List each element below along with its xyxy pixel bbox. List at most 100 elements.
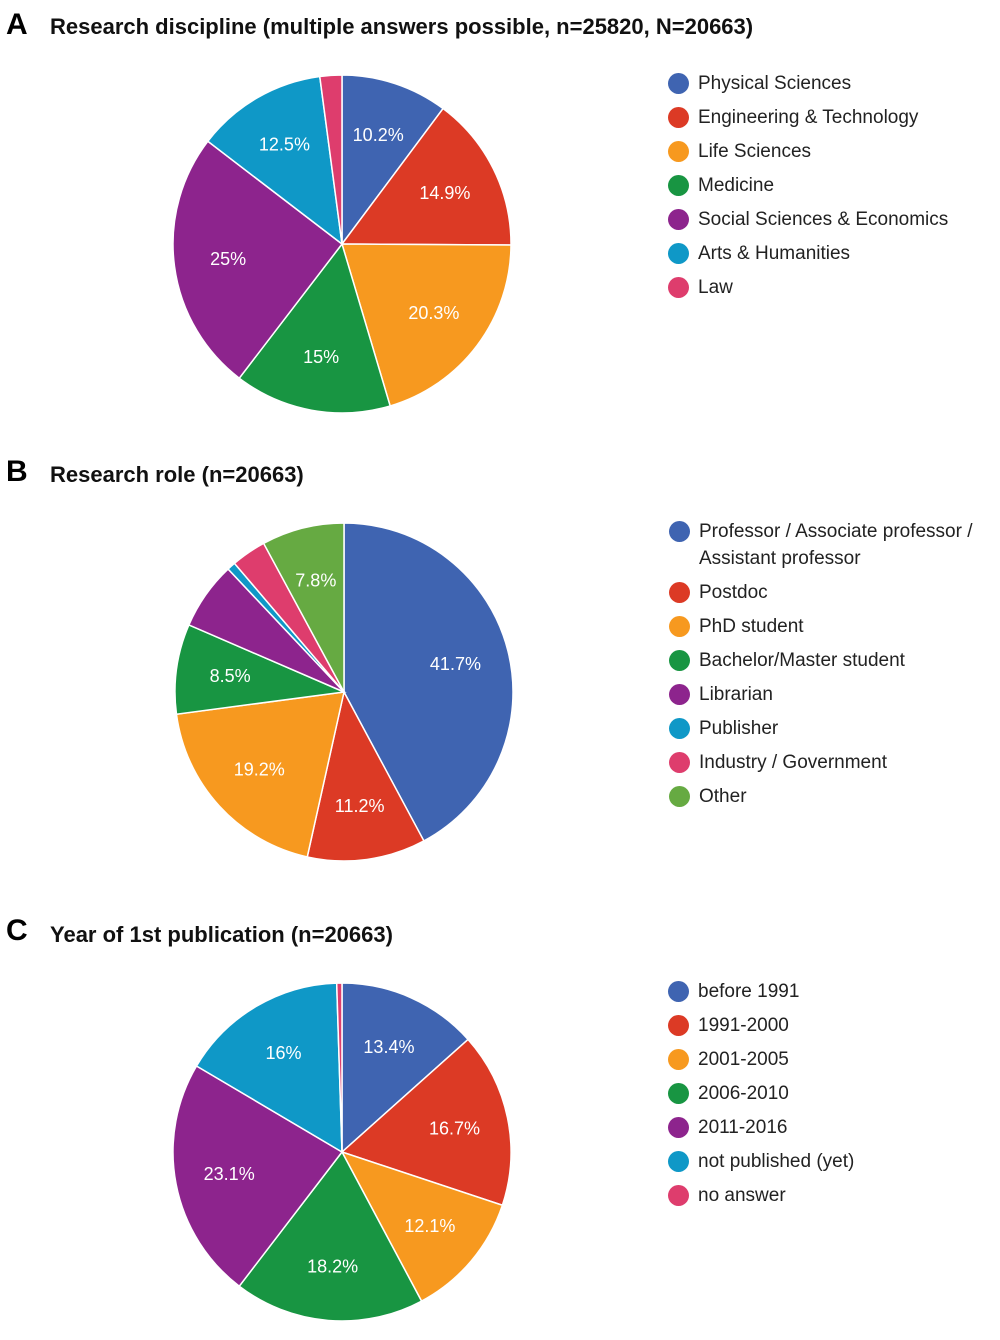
legend-label: Social Sciences & Economics (698, 209, 949, 230)
slice-label-medicine: 15% (303, 347, 339, 367)
legend-item-librarian: Librarian (669, 681, 994, 708)
slice-label-postdoc: 11.2% (335, 796, 385, 816)
slice-label-arts-humanities: 12.5% (259, 135, 310, 155)
legend-label: no answer (698, 1185, 786, 1206)
legend-swatch (669, 521, 690, 542)
slice-label-bachelor-master-student: 8.5% (210, 666, 251, 686)
legend-label: Other (699, 786, 747, 807)
slice-label-physical-sciences: 10.2% (353, 125, 404, 145)
legend-swatch (668, 1151, 689, 1172)
legend-label: Postdoc (699, 582, 768, 603)
legend-research-discipline: Physical Sciences Engineering & Technolog… (668, 70, 988, 308)
legend-swatch (669, 616, 690, 637)
slice-label-engineering-technology: 14.9% (419, 183, 470, 203)
legend-item-social-sciences-economics: Social Sciences & Economics (668, 206, 988, 233)
legend-swatch (669, 786, 690, 807)
legend-label: before 1991 (698, 981, 800, 1002)
pie-slice-law (318, 74, 343, 245)
legend-label: Publisher (699, 718, 779, 739)
legend-label: Law (698, 277, 733, 298)
legend-item-phd-student: PhD student (669, 613, 994, 640)
chart-title-b: Research role (n=20663) (50, 462, 304, 487)
legend-item-not-published-yet: not published (yet) (668, 1148, 988, 1175)
legend-label: Arts & Humanities (698, 243, 851, 264)
pie-slice-social-sciences-economics (172, 140, 344, 380)
chart-title-a: Research discipline (multiple answers po… (50, 14, 754, 39)
pie-slice-phd-student (175, 691, 345, 858)
legend-item-law: Law (668, 274, 988, 301)
legend-label: Professor / Associate professor / Assist… (699, 521, 973, 569)
legend-label: Bachelor/Master student (699, 650, 905, 671)
pie-slice-medicine (238, 242, 392, 414)
legend-item-professor-associate-professor-assistant-professor: Professor / Associate professor / Assist… (669, 518, 994, 572)
pie-slice-other (262, 522, 345, 693)
legend-label: 1991-2000 (698, 1015, 789, 1036)
slice-label-2006-2010: 18.2% (307, 1257, 358, 1277)
legend-item-arts-humanities: Arts & Humanities (668, 240, 988, 267)
slice-label-2001-2005: 12.1% (404, 1216, 455, 1236)
legend-item-2006-2010: 2006-2010 (668, 1080, 988, 1107)
slice-label-not-published-yet: 16% (265, 1043, 301, 1063)
legend-swatch (668, 73, 689, 94)
legend-item-other: Other (669, 783, 994, 810)
legend-item-medicine: Medicine (668, 172, 988, 199)
legend-swatch (668, 1015, 689, 1036)
panel-letter-a: A (6, 8, 28, 41)
legend-swatch (669, 718, 690, 739)
slice-label-life-sciences: 20.3% (408, 303, 459, 323)
legend-swatch (668, 141, 689, 162)
pie-slice-1991-2000 (340, 1038, 512, 1207)
panel-letter-c: C (6, 914, 28, 947)
pie-chart-year-of-first-publication: 13.4% 16.7% 12.1% 18.2% 23.1% 16% (172, 982, 512, 1322)
pie-slice-postdoc (306, 689, 425, 862)
pie-slice-bachelor-master-student (174, 623, 347, 716)
legend-swatch (668, 1117, 689, 1138)
pie-slice-before-1991 (341, 982, 470, 1154)
legend-label: PhD student (699, 616, 804, 637)
legend-swatch (668, 981, 689, 1002)
legend-item-publisher: Publisher (669, 715, 994, 742)
legend-label: Engineering & Technology (698, 107, 919, 128)
legend-label: Medicine (698, 175, 775, 196)
legend-swatch (668, 175, 689, 196)
legend-item-1991-2000: 1991-2000 (668, 1012, 988, 1039)
pie-slice-2011-2016 (172, 1064, 344, 1288)
legend-item-postdoc: Postdoc (669, 579, 994, 606)
legend-item-bachelor-master-student: Bachelor/Master student (669, 647, 994, 674)
slice-label-social-sciences-economics: 25% (210, 249, 246, 269)
legend-research-role: Professor / Associate professor / Assist… (669, 518, 994, 817)
legend-label: Librarian (699, 684, 773, 705)
slice-label-2011-2016: 23.1% (204, 1164, 255, 1184)
pie-slice-2001-2005 (340, 1150, 504, 1303)
legend-item-no-answer: no answer (668, 1182, 988, 1209)
legend-item-before-1991: before 1991 (668, 978, 988, 1005)
pie-chart-research-role: 41.7% 11.2% 19.2% 8.5% 7.8% (174, 522, 514, 862)
legend-swatch (668, 243, 689, 264)
pie-chart-research-discipline: 10.2% 14.9% 20.3% 15% 25% 12.5% (172, 74, 512, 414)
legend-swatch (668, 1083, 689, 1104)
legend-swatch (669, 752, 690, 773)
legend-item-2001-2005: 2001-2005 (668, 1046, 988, 1073)
slice-label-other: 7.8% (295, 571, 336, 591)
pie-slice-no-answer (335, 982, 343, 1153)
pie-slice-professor-associate-professor-assistant-professor (343, 522, 514, 842)
legend-label: not published (yet) (698, 1151, 855, 1172)
legend-label: Life Sciences (698, 141, 812, 162)
slice-label-1991-2000: 16.7% (429, 1119, 480, 1139)
pie-slice-arts-humanities (206, 75, 343, 246)
legend-label: 2001-2005 (698, 1049, 789, 1070)
legend-swatch (669, 582, 690, 603)
legend-swatch (668, 107, 689, 128)
panel-letter-b: B (6, 455, 28, 488)
chart-title-c: Year of 1st publication (n=20663) (50, 922, 393, 947)
legend-item-life-sciences: Life Sciences (668, 138, 988, 165)
pie-slice-physical-sciences (341, 74, 445, 247)
pie-slice-engineering-technology (340, 107, 512, 246)
slice-label-phd-student: 19.2% (234, 760, 285, 780)
legend-swatch (668, 277, 689, 298)
legend-item-engineering-technology: Engineering & Technology (668, 104, 988, 131)
legend-swatch (668, 1049, 689, 1070)
legend-swatch (668, 209, 689, 230)
legend-swatch (669, 650, 690, 671)
pie-slice-2006-2010 (238, 1150, 423, 1322)
